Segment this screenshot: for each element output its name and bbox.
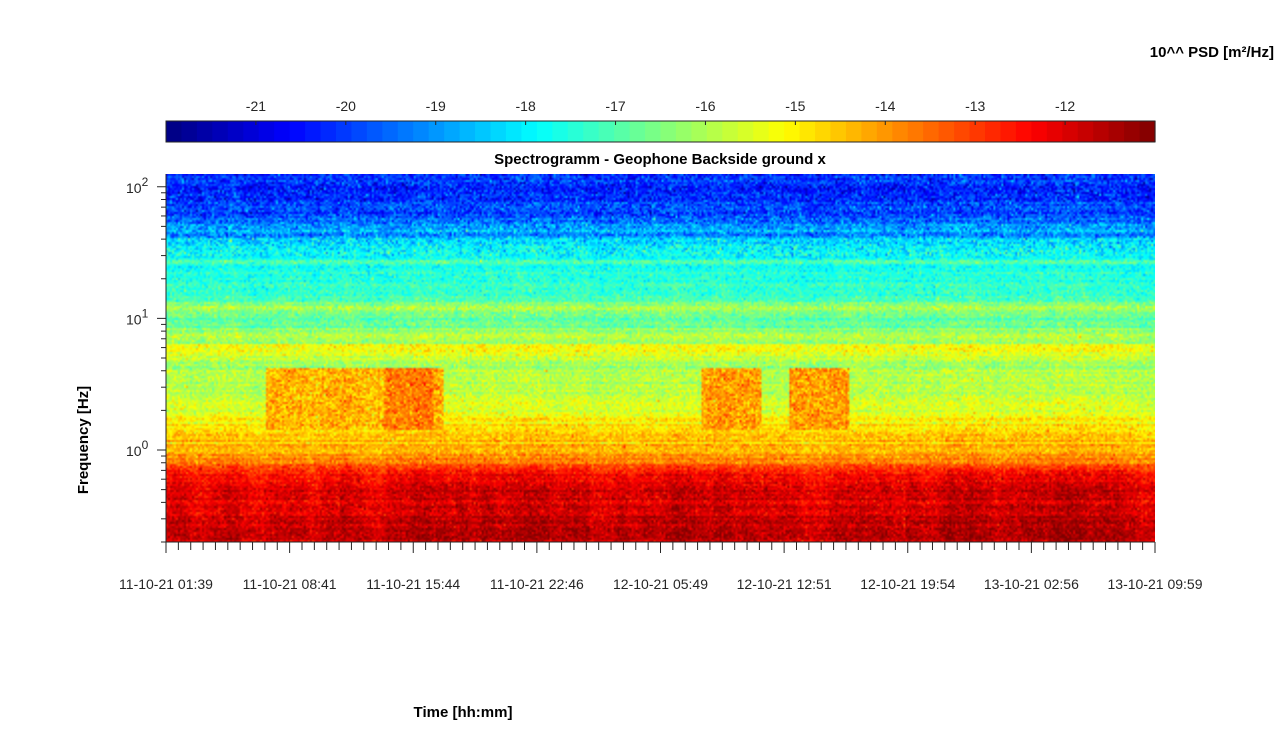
colorbar-cell <box>799 121 816 142</box>
colorbar-tick-label: -16 <box>695 98 715 114</box>
colorbar-cell <box>645 121 662 142</box>
colorbar-cell <box>444 121 461 142</box>
colorbar-cell <box>938 121 955 142</box>
colorbar-cell <box>598 121 615 142</box>
colorbar-cell <box>428 121 445 142</box>
colorbar-cell <box>1077 121 1094 142</box>
colorbar-cell <box>892 121 909 142</box>
colorbar-cell <box>335 121 353 142</box>
colorbar-cell <box>305 121 322 142</box>
colorbar-cell <box>459 121 476 142</box>
y-axis-label: Frequency [Hz] <box>75 386 92 494</box>
colorbar-tick-label: -14 <box>875 98 895 114</box>
colorbar-cell <box>923 121 940 142</box>
spectrogram-heatmap <box>166 174 1155 542</box>
colorbar-label: 10^^ PSD [m²/Hz] <box>1150 44 1274 61</box>
colorbar-cell <box>876 121 893 142</box>
colorbar-cell <box>1031 121 1048 142</box>
colorbar-cell <box>861 121 878 142</box>
colorbar-cell <box>691 121 708 142</box>
colorbar-cell <box>552 121 569 142</box>
colorbar-cell <box>954 121 971 142</box>
colorbar-cell <box>227 121 244 142</box>
x-tick-label: 12-10-21 05:49 <box>613 576 708 592</box>
colorbar-cells <box>166 121 1156 142</box>
colorbar-cell <box>985 121 1002 142</box>
colorbar-cell <box>166 121 183 142</box>
colorbar-tick-label: -20 <box>336 98 356 114</box>
colorbar-cell <box>1062 121 1079 142</box>
colorbar-ticks: -21 -20 -19 -18 -17 -16 -15 -14 -13 -12 <box>246 98 1075 125</box>
colorbar-cell <box>382 121 399 142</box>
colorbar-tick-label: -21 <box>246 98 266 114</box>
colorbar-cell <box>258 121 275 142</box>
colorbar-frame <box>165 120 1156 143</box>
x-tick-label: 12-10-21 12:51 <box>737 576 832 592</box>
colorbar-cell <box>768 121 785 142</box>
x-tick-label: 11-10-21 08:41 <box>243 576 337 592</box>
colorbar-cell <box>614 121 631 142</box>
colorbar-cell <box>660 121 677 142</box>
y-axis: 102 101 100 <box>126 174 167 543</box>
y-tick-label: 102 <box>126 175 149 196</box>
colorbar-cell <box>274 121 291 142</box>
colorbar-cell <box>815 121 832 142</box>
colorbar-cell <box>784 121 801 142</box>
x-tick-label: 11-10-21 15:44 <box>366 576 460 592</box>
colorbar-cell <box>675 121 692 142</box>
y-tick-label: 101 <box>126 306 149 327</box>
colorbar-tick-label: -19 <box>426 98 446 114</box>
colorbar-cell <box>536 121 553 142</box>
colorbar-cell <box>1093 121 1110 142</box>
x-tick-label: 13-10-21 09:59 <box>1108 576 1203 592</box>
colorbar-cell <box>737 121 754 142</box>
colorbar-cell <box>1046 121 1063 142</box>
x-axis-label: Time [hh:mm] <box>414 704 513 721</box>
colorbar-cell <box>521 121 538 142</box>
colorbar-cell <box>351 121 368 142</box>
x-tick-label: 11-10-21 01:39 <box>119 576 213 592</box>
x-tick-label: 13-10-21 02:56 <box>984 576 1079 592</box>
colorbar-cell <box>181 121 198 142</box>
colorbar-cell <box>397 121 414 142</box>
chart-title: Spectrogramm - Geophone Backside ground … <box>494 151 826 168</box>
colorbar-cell <box>830 121 847 142</box>
colorbar-tick-label: -17 <box>605 98 625 114</box>
colorbar-cell <box>629 121 646 142</box>
colorbar-tick-label: -15 <box>785 98 805 114</box>
colorbar-cell <box>567 121 584 142</box>
x-tick-label: 11-10-21 22:46 <box>490 576 584 592</box>
colorbar-cell <box>289 121 306 142</box>
colorbar-tick-label: -18 <box>516 98 536 114</box>
colorbar-cell <box>722 121 739 142</box>
colorbar-cell <box>753 121 770 142</box>
colorbar-cell <box>845 121 862 142</box>
colorbar-cell <box>1124 121 1141 142</box>
colorbar-cell <box>706 121 723 142</box>
colorbar-cell <box>583 121 600 142</box>
colorbar-cell <box>475 121 492 142</box>
colorbar-cell <box>212 121 229 142</box>
colorbar: -21 -20 -19 -18 -17 -16 -15 -14 -13 -12 10^^ PSD … <box>165 44 1274 143</box>
colorbar-cell <box>366 121 383 142</box>
colorbar-cell <box>243 121 260 142</box>
colorbar-tick-label: -13 <box>965 98 985 114</box>
colorbar-cell <box>907 121 924 142</box>
x-axis: 11-10-21 01:39 11-10-21 08:41 11-10-21 15:… <box>119 541 1203 592</box>
colorbar-tick-label: -12 <box>1055 98 1075 114</box>
colorbar-cell <box>1108 121 1125 142</box>
y-tick-label: 100 <box>126 438 149 459</box>
colorbar-cell <box>1139 121 1156 142</box>
x-tick-label: 12-10-21 19:54 <box>860 576 955 592</box>
colorbar-cell <box>505 121 523 142</box>
colorbar-cell <box>1000 121 1017 142</box>
colorbar-cell <box>490 121 507 142</box>
colorbar-cell <box>320 121 337 142</box>
colorbar-cell <box>413 121 430 142</box>
colorbar-cell <box>196 121 213 142</box>
colorbar-cell <box>1015 121 1032 142</box>
colorbar-cell <box>969 121 986 142</box>
